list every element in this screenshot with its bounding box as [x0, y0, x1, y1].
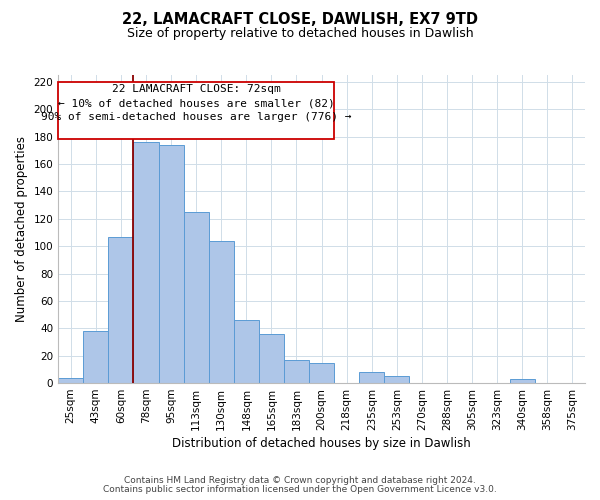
Bar: [309, 362, 334, 383]
Text: Size of property relative to detached houses in Dawlish: Size of property relative to detached ho…: [127, 28, 473, 40]
Bar: [234, 320, 259, 383]
Bar: [284, 360, 309, 383]
Bar: [158, 145, 184, 383]
Bar: [83, 331, 109, 383]
Y-axis label: Number of detached properties: Number of detached properties: [15, 136, 28, 322]
Text: 22, LAMACRAFT CLOSE, DAWLISH, EX7 9TD: 22, LAMACRAFT CLOSE, DAWLISH, EX7 9TD: [122, 12, 478, 28]
Bar: [209, 240, 234, 383]
Bar: [510, 379, 535, 383]
Text: 22 LAMACRAFT CLOSE: 72sqm
← 10% of detached houses are smaller (82)
90% of semi-: 22 LAMACRAFT CLOSE: 72sqm ← 10% of detac…: [41, 84, 352, 122]
Bar: [109, 236, 133, 383]
Text: Contains HM Land Registry data © Crown copyright and database right 2024.: Contains HM Land Registry data © Crown c…: [124, 476, 476, 485]
Bar: [259, 334, 284, 383]
Bar: [58, 378, 83, 383]
Bar: [359, 372, 385, 383]
Bar: [385, 376, 409, 383]
Bar: [133, 142, 158, 383]
Bar: [184, 212, 209, 383]
Text: Contains public sector information licensed under the Open Government Licence v3: Contains public sector information licen…: [103, 485, 497, 494]
X-axis label: Distribution of detached houses by size in Dawlish: Distribution of detached houses by size …: [172, 437, 471, 450]
